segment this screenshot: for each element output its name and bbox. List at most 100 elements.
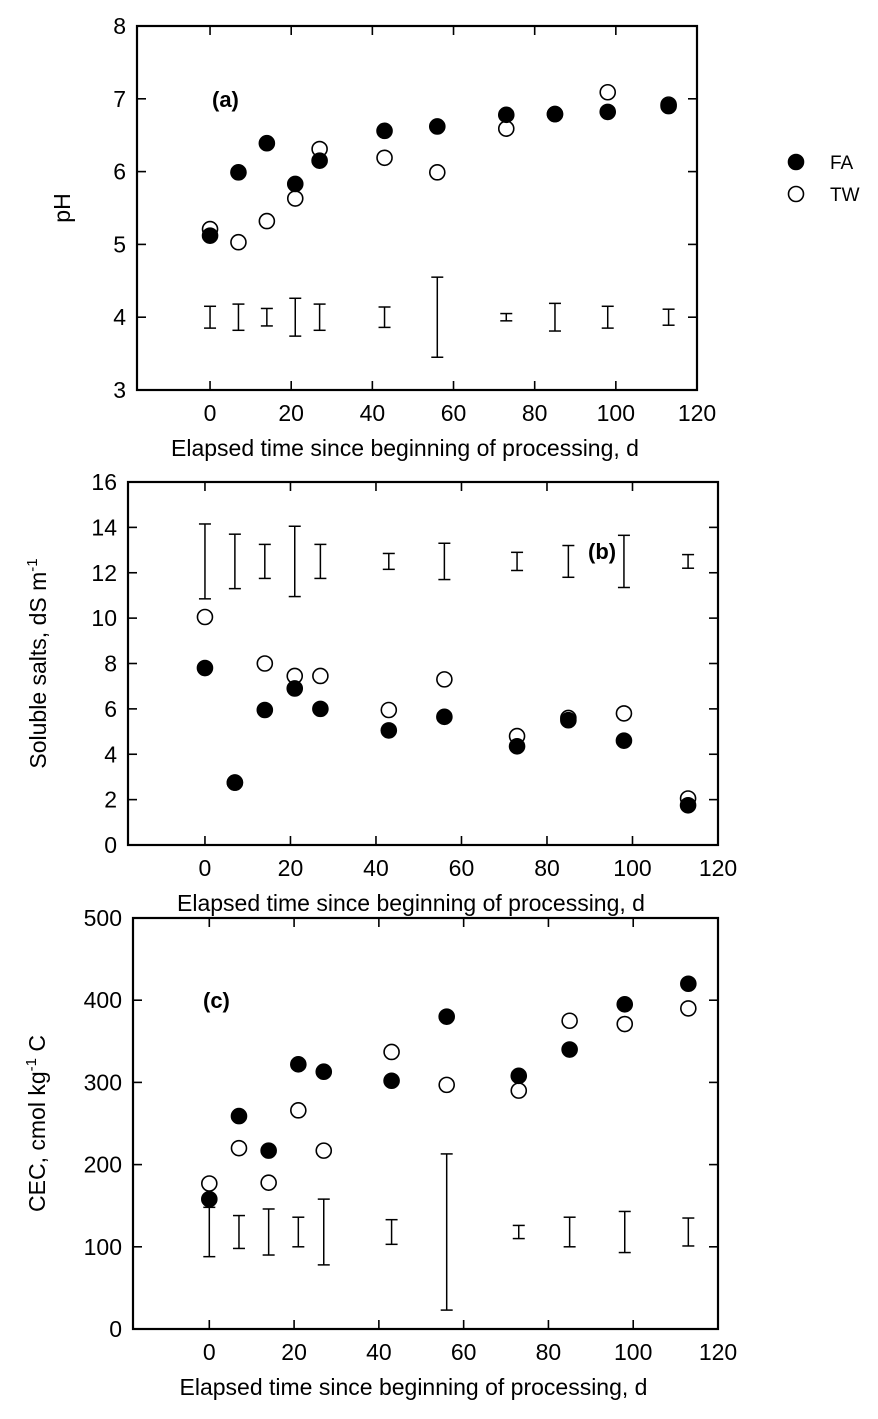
error-bar bbox=[382, 552, 395, 571]
y-tick-label: 16 bbox=[91, 469, 117, 495]
point-tw bbox=[312, 667, 329, 685]
point-fa bbox=[616, 996, 634, 1013]
point-fa bbox=[196, 659, 214, 677]
y-axis-title-suffix: C bbox=[24, 1035, 50, 1058]
x-tick-label: 60 bbox=[449, 855, 475, 881]
point-fa bbox=[680, 975, 697, 993]
point-fa bbox=[660, 97, 677, 115]
series-fa bbox=[196, 659, 697, 814]
y-tick-label: 8 bbox=[113, 13, 126, 39]
point-fa bbox=[508, 738, 526, 755]
error-bar bbox=[378, 306, 391, 329]
point-tw bbox=[201, 1175, 218, 1192]
error-bar bbox=[204, 305, 217, 329]
x-tick-label: 0 bbox=[199, 855, 212, 881]
point-fa bbox=[428, 118, 446, 135]
point-tw bbox=[260, 1174, 277, 1191]
y-tick-label: 500 bbox=[84, 905, 122, 931]
error-bar bbox=[512, 1224, 525, 1240]
point-fa bbox=[286, 680, 304, 697]
error-bar bbox=[662, 308, 675, 326]
x-tick-label: 100 bbox=[613, 855, 651, 881]
y-tick-label: 8 bbox=[104, 651, 117, 677]
error-bar bbox=[313, 303, 326, 332]
error-bar bbox=[682, 1217, 695, 1247]
series-fa bbox=[201, 975, 697, 1208]
point-tw bbox=[497, 120, 515, 137]
error-bar bbox=[385, 1218, 398, 1246]
error-bar bbox=[289, 297, 302, 337]
x-tick-label: 120 bbox=[678, 400, 716, 426]
x-tick-label: 100 bbox=[597, 400, 635, 426]
panel-label: (c) bbox=[203, 988, 230, 1013]
error-bar bbox=[511, 551, 524, 572]
x-tick-label: 60 bbox=[441, 400, 467, 426]
point-tw bbox=[616, 1015, 634, 1033]
y-tick-label: 7 bbox=[113, 86, 126, 112]
point-tw bbox=[256, 655, 274, 672]
point-fa bbox=[497, 106, 515, 124]
y-tick-label: 300 bbox=[84, 1069, 122, 1095]
point-tw bbox=[438, 1076, 455, 1094]
y-tick-label: 6 bbox=[113, 159, 126, 185]
y-axis-title: Soluble salts, dS m-1 bbox=[24, 558, 51, 768]
panel-label: (b) bbox=[588, 539, 616, 564]
x-tick-label: 80 bbox=[536, 1339, 562, 1365]
point-fa bbox=[315, 1063, 333, 1081]
point-fa bbox=[679, 796, 697, 814]
legend-label-fa: FA bbox=[830, 153, 854, 174]
y-axis-title: pH bbox=[49, 193, 75, 222]
point-tw bbox=[380, 701, 398, 719]
plot-frame bbox=[126, 480, 720, 847]
x-axis-title: Elapsed time since beginning of processi… bbox=[180, 1374, 648, 1400]
panel-1: 0 20 40 60 80 100 120 3 4 5 6 7 8 Elapsed time since … bbox=[49, 13, 716, 461]
x-axis-title: Elapsed time since beginning of processi… bbox=[177, 890, 645, 916]
error-bar bbox=[548, 302, 561, 332]
point-tw bbox=[290, 1102, 307, 1119]
x-tick-label: 0 bbox=[203, 1339, 216, 1365]
x-tick-label: 60 bbox=[451, 1339, 477, 1365]
x-tick-label: 20 bbox=[278, 400, 304, 426]
error-bar bbox=[500, 312, 513, 322]
x-tick-label: 0 bbox=[204, 400, 217, 426]
y-tick-label: 14 bbox=[91, 514, 117, 540]
point-fa bbox=[256, 701, 274, 719]
point-tw bbox=[561, 1012, 578, 1030]
legend-label-tw: TW bbox=[830, 185, 860, 206]
panel-3: 0 20 40 60 80 100 120 0 100 200 300 400 500 Elapsed t… bbox=[23, 905, 737, 1400]
x-tick-label: 100 bbox=[614, 1339, 652, 1365]
panel-label: (a) bbox=[212, 87, 239, 112]
x-tick-label: 120 bbox=[699, 855, 737, 881]
x-tick-label: 80 bbox=[522, 400, 548, 426]
series-fa bbox=[201, 97, 677, 244]
error-bar bbox=[438, 542, 451, 581]
point-tw bbox=[383, 1043, 400, 1061]
point-fa bbox=[312, 700, 329, 718]
y-axis-title-main: CEC, cmol kg bbox=[24, 1071, 50, 1212]
x-tick-label: 20 bbox=[281, 1339, 307, 1365]
point-fa bbox=[560, 711, 577, 729]
panel-2: 0 20 40 60 80 100 120 0 2 4 6 8 10 12 14 16 Elapsed time… bbox=[24, 469, 737, 916]
point-tw bbox=[196, 608, 214, 626]
point-fa bbox=[226, 774, 244, 791]
plot-frame bbox=[131, 916, 720, 1331]
point-fa bbox=[260, 1142, 277, 1159]
y-axis-title-main: Soluble salts, dS m bbox=[25, 572, 51, 769]
y-tick-label: 0 bbox=[104, 832, 117, 858]
x-tick-label: 40 bbox=[363, 855, 389, 881]
point-tw bbox=[258, 212, 276, 230]
error-bar bbox=[682, 553, 695, 569]
error-bar bbox=[617, 534, 630, 589]
point-fa bbox=[546, 105, 564, 123]
x-tick-label: 40 bbox=[360, 400, 386, 426]
y-tick-label: 400 bbox=[84, 987, 122, 1013]
point-fa bbox=[561, 1041, 578, 1058]
error-bar bbox=[288, 525, 301, 598]
error-bar bbox=[563, 1216, 576, 1248]
point-fa bbox=[376, 122, 393, 140]
legend-marker-fa bbox=[787, 153, 805, 171]
error-bar bbox=[228, 533, 241, 590]
legend-entry-fa: FA bbox=[787, 153, 854, 174]
point-tw bbox=[315, 1142, 333, 1159]
